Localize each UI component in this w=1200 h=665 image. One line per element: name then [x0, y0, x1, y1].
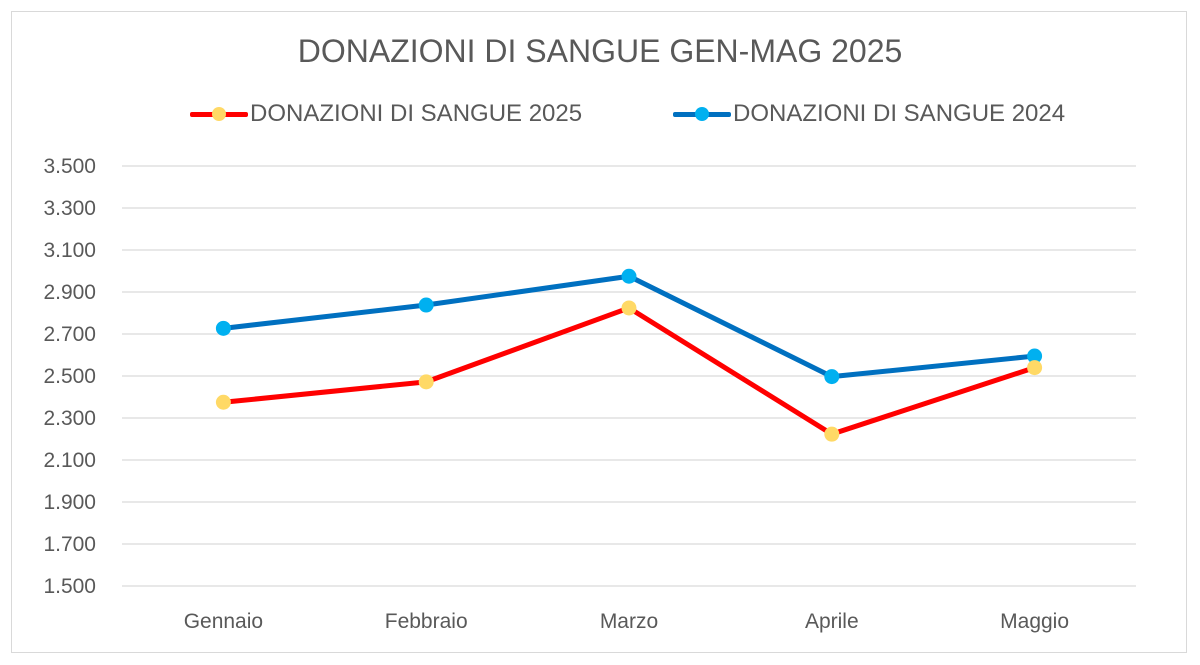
data-point — [1027, 360, 1043, 376]
data-point — [621, 300, 637, 316]
chart-legend: DONAZIONI DI SANGUE 2025 DONAZIONI DI SA… — [0, 96, 1200, 132]
y-tick-label: 1.700 — [43, 533, 96, 556]
legend-label-2025: DONAZIONI DI SANGUE 2025 — [250, 100, 583, 127]
data-point — [621, 268, 637, 284]
data-point — [418, 374, 434, 390]
x-tick-label: Febbraio — [385, 610, 468, 633]
series-line — [220, 273, 1038, 380]
legend-swatch-2024 — [673, 96, 731, 132]
y-tick-label: 2.300 — [43, 407, 96, 430]
y-tick-label: 2.700 — [43, 323, 96, 346]
series-line — [220, 305, 1038, 437]
legend-item-2025: DONAZIONI DI SANGUE 2025 — [190, 96, 582, 132]
data-point — [215, 320, 231, 336]
y-tick-label: 1.900 — [43, 491, 96, 514]
x-tick-label: Aprile — [805, 610, 859, 633]
y-tick-label: 3.300 — [43, 197, 96, 220]
chart-area — [11, 11, 1187, 653]
x-tick-label: Maggio — [1000, 610, 1069, 633]
legend-label-2024: DONAZIONI DI SANGUE 2024 — [733, 100, 1066, 127]
chart-title: DONAZIONI DI SANGUE GEN-MAG 2025 — [297, 33, 903, 69]
x-tick-label: Gennaio — [184, 610, 263, 633]
data-point — [215, 394, 231, 410]
y-tick-label: 3.100 — [43, 239, 96, 262]
data-point — [1027, 348, 1043, 364]
x-tick-label: Marzo — [600, 610, 658, 633]
y-tick-label: 2.100 — [43, 449, 96, 472]
y-tick-label: 1.500 — [43, 575, 96, 598]
data-point — [824, 426, 840, 442]
data-point — [824, 369, 840, 385]
y-tick-label: 3.500 — [43, 155, 96, 178]
data-point — [418, 297, 434, 313]
y-tick-label: 2.500 — [43, 365, 96, 388]
y-tick-label: 2.900 — [43, 281, 96, 304]
legend-item-2024: DONAZIONI DI SANGUE 2024 — [673, 96, 1065, 132]
legend-swatch-2025 — [190, 96, 248, 132]
